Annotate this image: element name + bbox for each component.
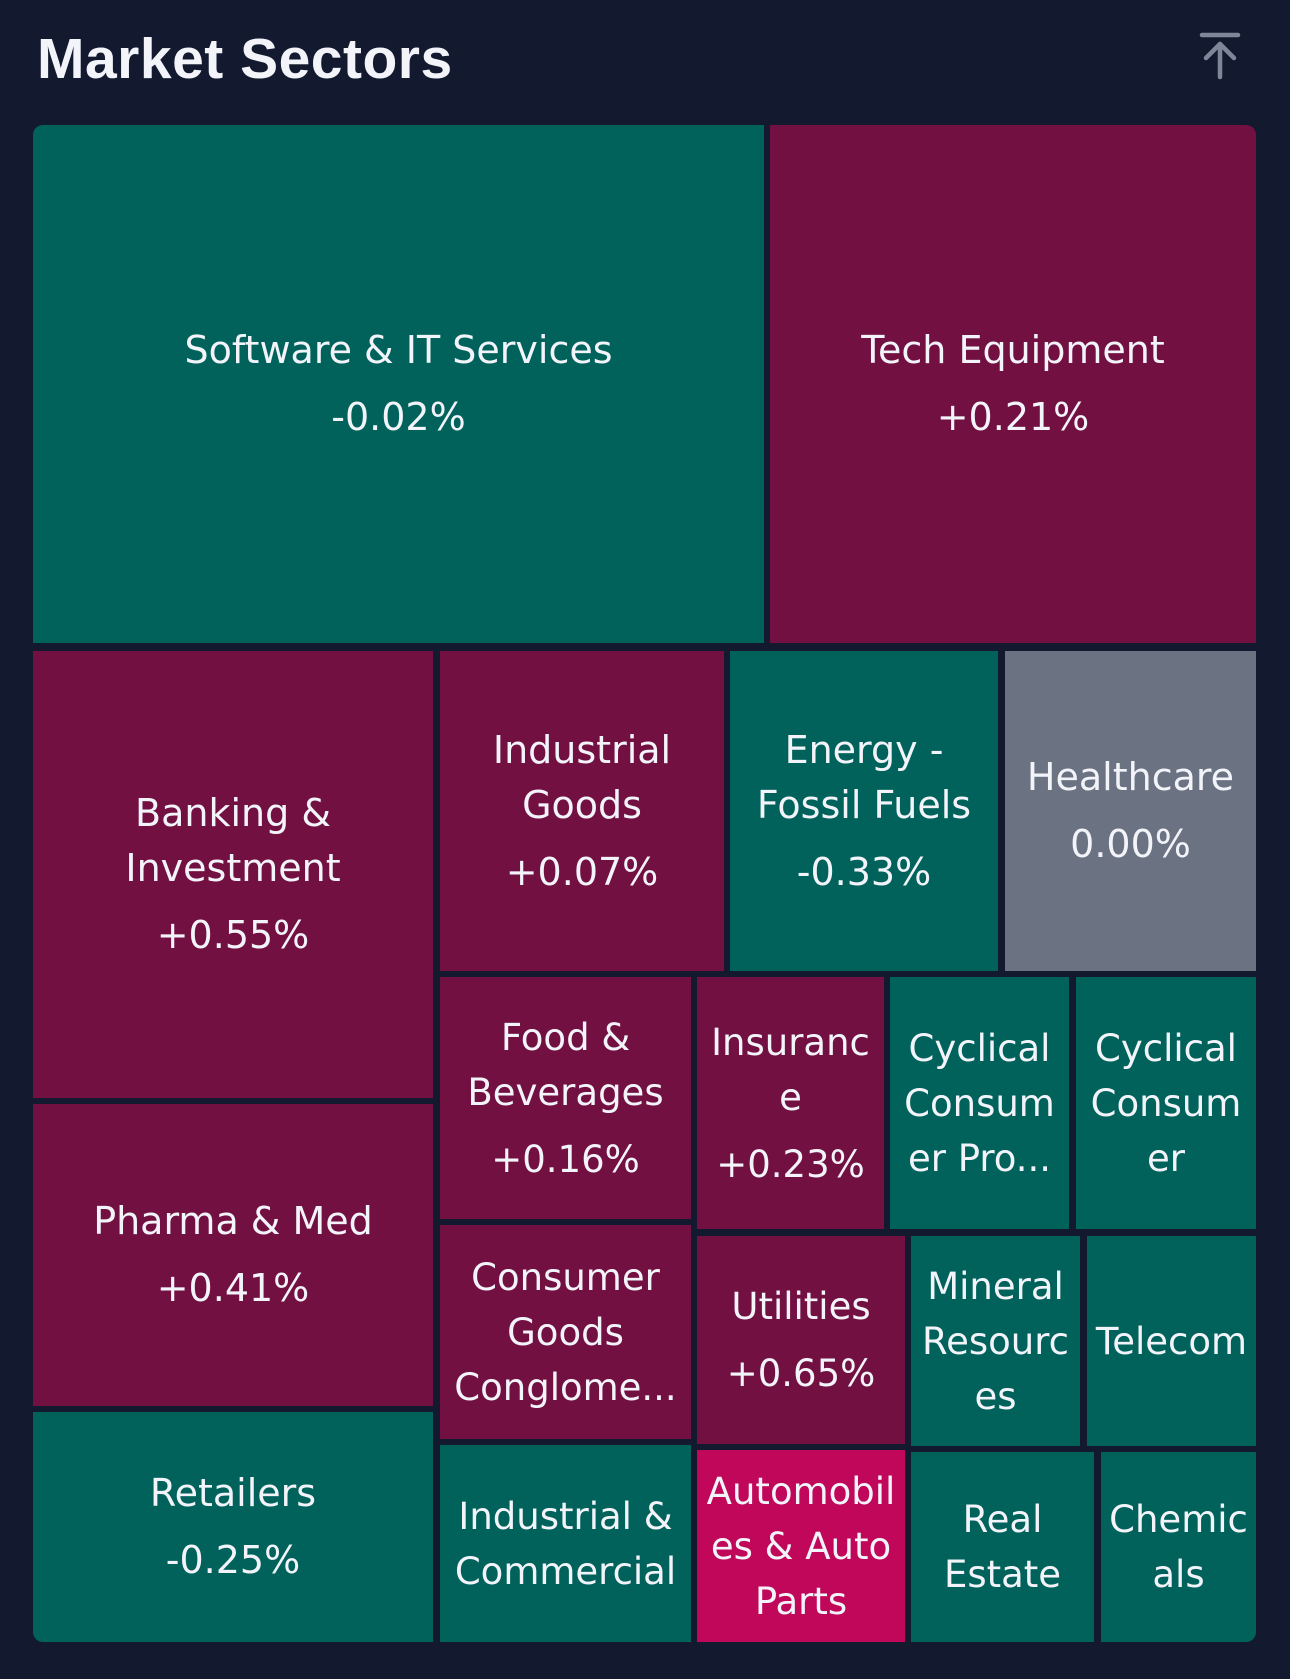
header: Market Sectors bbox=[0, 0, 1290, 120]
sector-change: +0.23% bbox=[716, 1142, 865, 1186]
sector-name: Utilities bbox=[731, 1285, 871, 1328]
sector-tile-banking-investment[interactable]: Banking & Investment +0.55% bbox=[33, 651, 433, 1098]
sector-name: Healthcare bbox=[1026, 755, 1235, 799]
sector-name: Food & Beverages bbox=[467, 1015, 664, 1114]
sector-name: Consumer Goods Conglome... bbox=[454, 1255, 677, 1409]
sector-tile-cyclical-consumer[interactable]: Cyclical Consumer bbox=[1076, 977, 1256, 1229]
sector-tile-utilities[interactable]: Utilities +0.65% bbox=[697, 1236, 905, 1444]
sector-tile-healthcare[interactable]: Healthcare 0.00% bbox=[1005, 651, 1256, 971]
sector-tile-consumer-goods-conglomerates[interactable]: Consumer Goods Conglome... bbox=[440, 1225, 691, 1439]
sector-change: 0.00% bbox=[1070, 822, 1191, 866]
sector-name: Energy - Fossil Fuels bbox=[756, 727, 972, 827]
collapse-button[interactable] bbox=[1192, 28, 1248, 84]
sector-name: Telecom bbox=[1095, 1319, 1248, 1363]
sector-name: Mineral Resources bbox=[922, 1264, 1069, 1418]
sector-name: Industrial Goods bbox=[492, 727, 672, 827]
sector-change: -0.02% bbox=[331, 395, 466, 439]
sector-tile-industrial-goods[interactable]: Industrial Goods +0.07% bbox=[440, 651, 724, 971]
sector-change: +0.16% bbox=[491, 1137, 640, 1181]
sector-change: +0.07% bbox=[505, 849, 659, 894]
sector-tile-real-estate[interactable]: Real Estate bbox=[911, 1452, 1094, 1642]
sector-tile-chemicals[interactable]: Chemicals bbox=[1101, 1452, 1256, 1642]
sector-tile-industrial-commercial[interactable]: Industrial & Commercial bbox=[440, 1445, 691, 1642]
sector-tile-energy-fossil-fuels[interactable]: Energy - Fossil Fuels -0.33% bbox=[730, 651, 998, 971]
sector-name: Real Estate bbox=[943, 1498, 1062, 1596]
sector-change: +0.55% bbox=[156, 913, 310, 957]
sector-change: +0.41% bbox=[156, 1266, 310, 1310]
arrow-up-to-line-icon bbox=[1199, 32, 1241, 80]
sector-tile-insurance[interactable]: Insurance +0.23% bbox=[697, 977, 884, 1229]
sector-tile-mineral-resources[interactable]: Mineral Resources bbox=[911, 1236, 1080, 1446]
sector-name: Banking & Investment bbox=[125, 791, 341, 890]
sector-change: +0.65% bbox=[726, 1352, 876, 1395]
sector-change: +0.21% bbox=[936, 395, 1090, 439]
sector-tile-cyclical-consumer-products[interactable]: Cyclical Consumer Pro... bbox=[890, 977, 1069, 1229]
sector-name: Pharma & Med bbox=[93, 1199, 373, 1243]
sector-tile-tech-equipment[interactable]: Tech Equipment +0.21% bbox=[770, 125, 1256, 643]
sector-tile-automobiles-auto-parts[interactable]: Automobiles & Auto Parts bbox=[697, 1450, 905, 1642]
sector-change: -0.25% bbox=[165, 1538, 301, 1582]
sector-tile-software-it-services[interactable]: Software & IT Services -0.02% bbox=[33, 125, 764, 643]
sector-tile-food-beverages[interactable]: Food & Beverages +0.16% bbox=[440, 977, 691, 1219]
sector-name: Cyclical Consumer bbox=[1090, 1026, 1242, 1180]
page-title: Market Sectors bbox=[37, 27, 453, 91]
sector-name: Automobiles & Auto Parts bbox=[706, 1469, 896, 1623]
sector-name: Chemicals bbox=[1109, 1498, 1248, 1596]
sector-name: Cyclical Consumer Pro... bbox=[904, 1026, 1055, 1180]
sector-tile-pharma-med[interactable]: Pharma & Med +0.41% bbox=[33, 1104, 433, 1406]
sector-change: -0.33% bbox=[796, 849, 932, 894]
sector-name: Industrial & Commercial bbox=[454, 1494, 677, 1593]
sector-name: Software & IT Services bbox=[184, 328, 613, 372]
sector-tile-retailers[interactable]: Retailers -0.25% bbox=[33, 1412, 433, 1642]
sector-name: Tech Equipment bbox=[861, 328, 1165, 372]
sector-tile-telecom[interactable]: Telecom bbox=[1087, 1236, 1256, 1446]
sector-name: Retailers bbox=[149, 1471, 317, 1515]
sector-name: Insurance bbox=[711, 1020, 870, 1119]
